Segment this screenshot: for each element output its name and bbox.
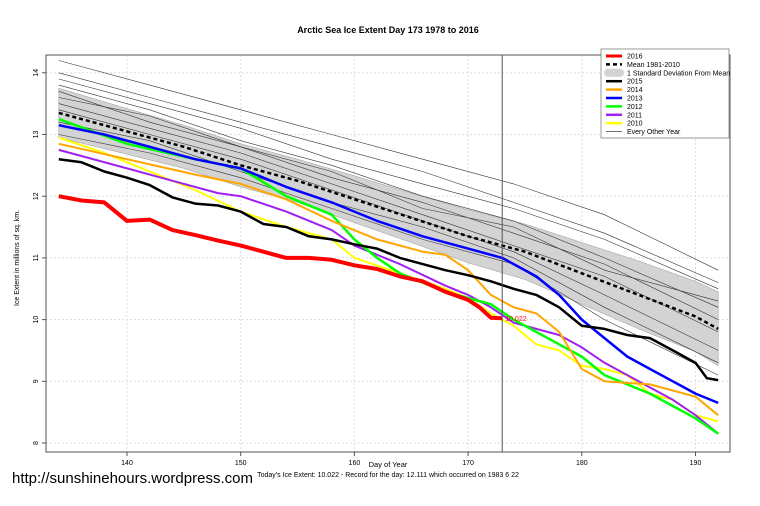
x-axis-label: Day of Year (369, 460, 408, 469)
x-tick-label: 180 (576, 460, 588, 467)
y-tick-label: 13 (33, 131, 40, 139)
mean-line (58, 111, 719, 330)
x-tick-label: 150 (235, 460, 247, 467)
x-tick-label: 190 (690, 460, 702, 467)
watermark-url: http://sunshinehours.wordpress.com (12, 470, 253, 487)
legend-entry: 2014 (627, 87, 643, 94)
series-line-2016 (58, 194, 503, 321)
plot-frame (45, 54, 731, 453)
legend-entry: Mean 1981-2010 (627, 62, 680, 69)
series-line-2014 (58, 142, 719, 416)
legend-swatch (604, 68, 624, 77)
std-dev-band (58, 87, 719, 367)
legend-entry: 1 Standard Deviation From Mean (627, 70, 730, 77)
y-tick-label: 12 (33, 192, 40, 200)
chart-subtitle: Today's Ice Extent: 10.022 - Record for … (257, 472, 519, 479)
other-year-line (58, 78, 719, 290)
x-tick-label: 160 (349, 460, 361, 467)
y-tick-label: 9 (33, 379, 40, 383)
legend-entry: 2015 (627, 79, 643, 86)
y-tick-label: 11 (33, 254, 40, 261)
legend-box (600, 48, 730, 139)
other-year-line (58, 134, 719, 376)
other-year-line (58, 72, 719, 283)
legend-entry: 2010 (627, 121, 643, 128)
legend-entry: 2012 (627, 104, 643, 111)
other-year-line (58, 84, 719, 308)
annotation-value: 10.022 (505, 316, 527, 323)
legend-entry: 2011 (627, 112, 642, 119)
y-axis-label: Ice Extent in millions of sq. km. (14, 210, 21, 306)
y-tick-label: 8 (33, 441, 40, 445)
other-year-line (58, 91, 719, 302)
y-tick-label: 14 (33, 69, 40, 77)
x-tick-label: 140 (121, 460, 133, 467)
legend-entry: 2013 (627, 96, 643, 103)
other-year-line (58, 103, 719, 333)
other-year-line (58, 60, 719, 271)
y-tick-label: 10 (33, 316, 40, 324)
other-year-line (58, 121, 719, 364)
series-line-2015 (58, 157, 719, 382)
x-tick-label: 170 (462, 460, 474, 467)
legend-entry: Every Other Year (627, 129, 681, 136)
legend-entry: 2016 (627, 54, 643, 61)
chart-title: Arctic Sea Ice Extent Day 173 1978 to 20… (297, 25, 479, 35)
series-line-2013 (58, 123, 719, 405)
